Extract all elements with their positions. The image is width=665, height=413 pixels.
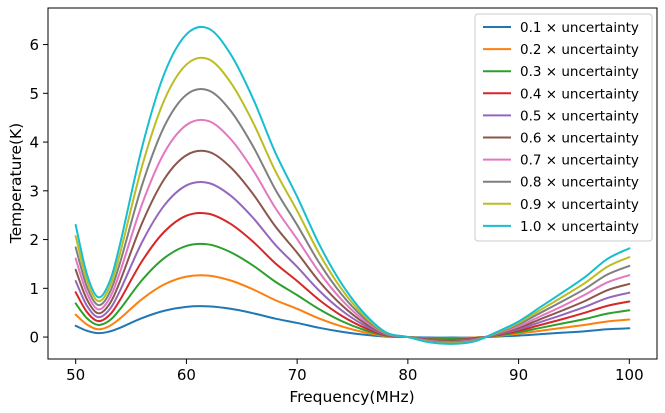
series-line-1 <box>74 305 631 339</box>
series-line-10 <box>74 25 631 345</box>
legend-label-6: 0.6 × uncertainty <box>520 131 639 147</box>
series-line-6 <box>74 149 631 343</box>
y-tick-label: 3 <box>29 182 39 200</box>
y-tick-label: 5 <box>29 85 39 103</box>
series-line-9 <box>74 56 631 345</box>
x-tick-label: 100 <box>615 366 644 384</box>
legend: 0.1 × uncertainty 0.2 × uncertainty 0.3 × … <box>474 13 653 242</box>
y-axis-label: Temperature(K) <box>7 123 25 244</box>
series-line-8 <box>74 88 631 344</box>
legend-label-9: 0.9 × uncertainty <box>520 197 639 213</box>
legend-label-3: 0.3 × uncertainty <box>520 64 639 80</box>
legend-label-2: 0.2 × uncertainty <box>520 42 639 58</box>
y-tick-label: 0 <box>29 329 39 347</box>
y-tick-label: 4 <box>29 134 39 152</box>
series-line-4 <box>74 211 631 342</box>
series-line-7 <box>74 118 631 343</box>
series-line-5 <box>74 181 631 342</box>
legend-label-8: 0.8 × uncertainty <box>520 175 639 191</box>
legend-label-7: 0.7 × uncertainty <box>520 153 639 169</box>
x-tick-label: 60 <box>177 366 196 384</box>
series-line-2 <box>74 274 631 340</box>
legend-label-1: 0.1 × uncertainty <box>520 20 639 36</box>
x-tick-label: 70 <box>288 366 307 384</box>
x-tick-label: 90 <box>509 366 528 384</box>
series-layer <box>74 25 631 345</box>
legend-label-10: 1.0 × uncertainty <box>520 219 639 235</box>
legend-box <box>474 13 653 242</box>
legend-label-5: 0.5 × uncertainty <box>520 108 639 124</box>
y-tick-label: 2 <box>29 231 39 249</box>
x-axis-label: Frequency(MHz) <box>289 388 414 406</box>
x-tick-label: 80 <box>398 366 417 384</box>
x-tick-label: 50 <box>66 366 85 384</box>
legend-label-4: 0.4 × uncertainty <box>520 86 639 102</box>
axis-layer: 50 60 70 80 90 100 0 1 2 3 4 5 6 <box>29 36 643 384</box>
plot-frame <box>47 7 658 360</box>
series-line-3 <box>74 242 631 341</box>
y-tick-label: 1 <box>29 280 39 298</box>
y-tick-label: 6 <box>29 36 39 54</box>
